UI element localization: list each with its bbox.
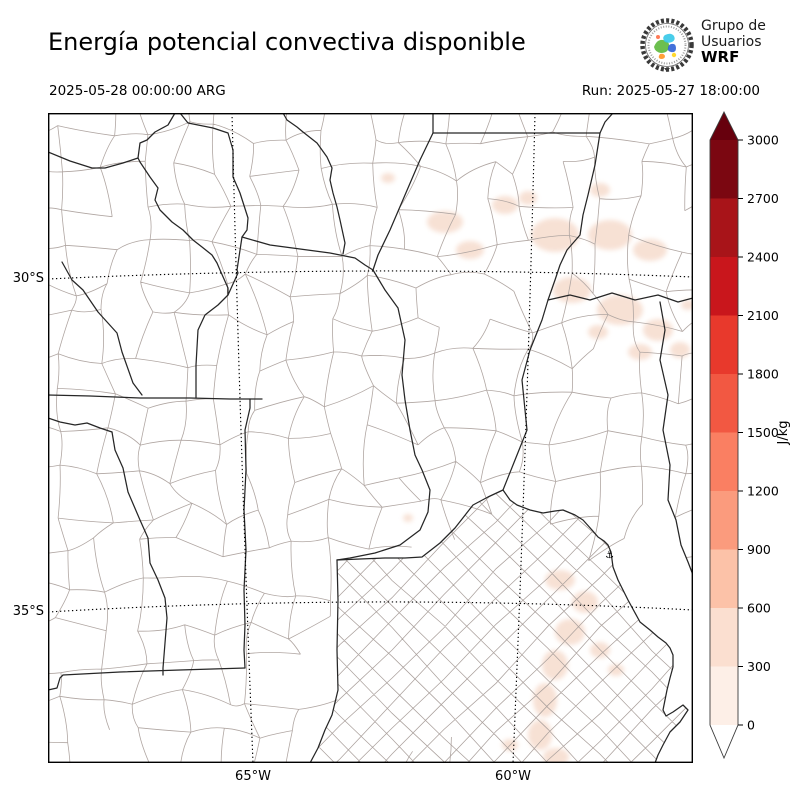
logo-line2: Usuarios [701,33,762,50]
logo-caption: Grupo de Usuarios WRF [701,18,766,66]
page-title: Energía potencial convectiva disponible [48,28,526,56]
ytick-30S: 30°S [12,271,44,286]
border-corrientes-entrerios [547,292,693,303]
svg-text:3000: 3000 [747,132,779,147]
valid-time-label: 2025-05-28 00:00:00 ARG [49,83,226,99]
border-cordoba-north [241,236,374,271]
border-sanjuan-larioja-diag [61,261,143,396]
border-parana-river [502,132,689,763]
map-canvas: ⚓ [48,113,693,763]
graticule [48,113,693,763]
svg-text:0: 0 [747,717,755,732]
svg-text:J/kg: J/kg [776,421,791,446]
border-cordoba-santafe [336,269,431,561]
svg-text:900: 900 [747,542,771,557]
border-lapampa-north [48,667,246,691]
border-mendoza-sanjuan [48,417,113,433]
run-time-label: Run: 2025-05-27 18:00:00 [581,83,760,99]
province-boundaries [48,113,693,763]
svg-text:2100: 2100 [747,308,779,323]
svg-text:1500: 1500 [747,425,779,440]
colorbar: 0 300 600 900 1200 1500 1800 2100 2400 2700 3000 J/… [709,110,791,760]
border-salta-santiago [282,113,346,255]
border-uruguay-river [659,301,693,576]
map-background [48,113,693,763]
border-santiago-santafe [372,132,434,271]
border-catamarca-santiago [179,113,249,399]
city-marker-icon: ⚓ [605,550,614,561]
border-larioja-cordoba-diag [139,161,229,296]
border-santiago-chaco-steps [432,113,614,134]
svg-text:1200: 1200 [747,483,779,498]
svg-text:2400: 2400 [747,249,779,264]
border-buenosaires-north [336,489,504,561]
svg-text:600: 600 [747,600,771,615]
border-sanluis-north [48,394,263,400]
xtick-65W: 65°W [235,769,271,784]
border-buenosaires-west [309,559,339,763]
ytick-35S: 35°S [12,604,44,619]
logo-line3: WRF [701,48,740,66]
border-mendoza-sanluis [111,431,168,676]
colorbar-segments [709,110,739,760]
logo-line1: Grupo de [701,18,766,34]
border-sanluis-cordoba [243,398,251,669]
buenos-aires-partido-boundaries [310,490,688,763]
svg-text:1800: 1800 [747,366,779,381]
xtick-60W: 60°W [495,769,531,784]
colorbar-ticks: 0 300 600 900 1200 1500 1800 2100 2400 2700 3000 J/… [738,132,791,732]
svg-text:300: 300 [747,659,771,674]
gridline-65W [231,113,254,763]
map-border [48,113,693,763]
department-boundaries [48,113,693,763]
svg-text:2700: 2700 [747,191,779,206]
rio-de-la-plata-water [613,500,693,763]
wrf-group-logo-icon [640,18,694,72]
border-tucuman-south [137,113,176,159]
gridline-60W [512,113,536,763]
